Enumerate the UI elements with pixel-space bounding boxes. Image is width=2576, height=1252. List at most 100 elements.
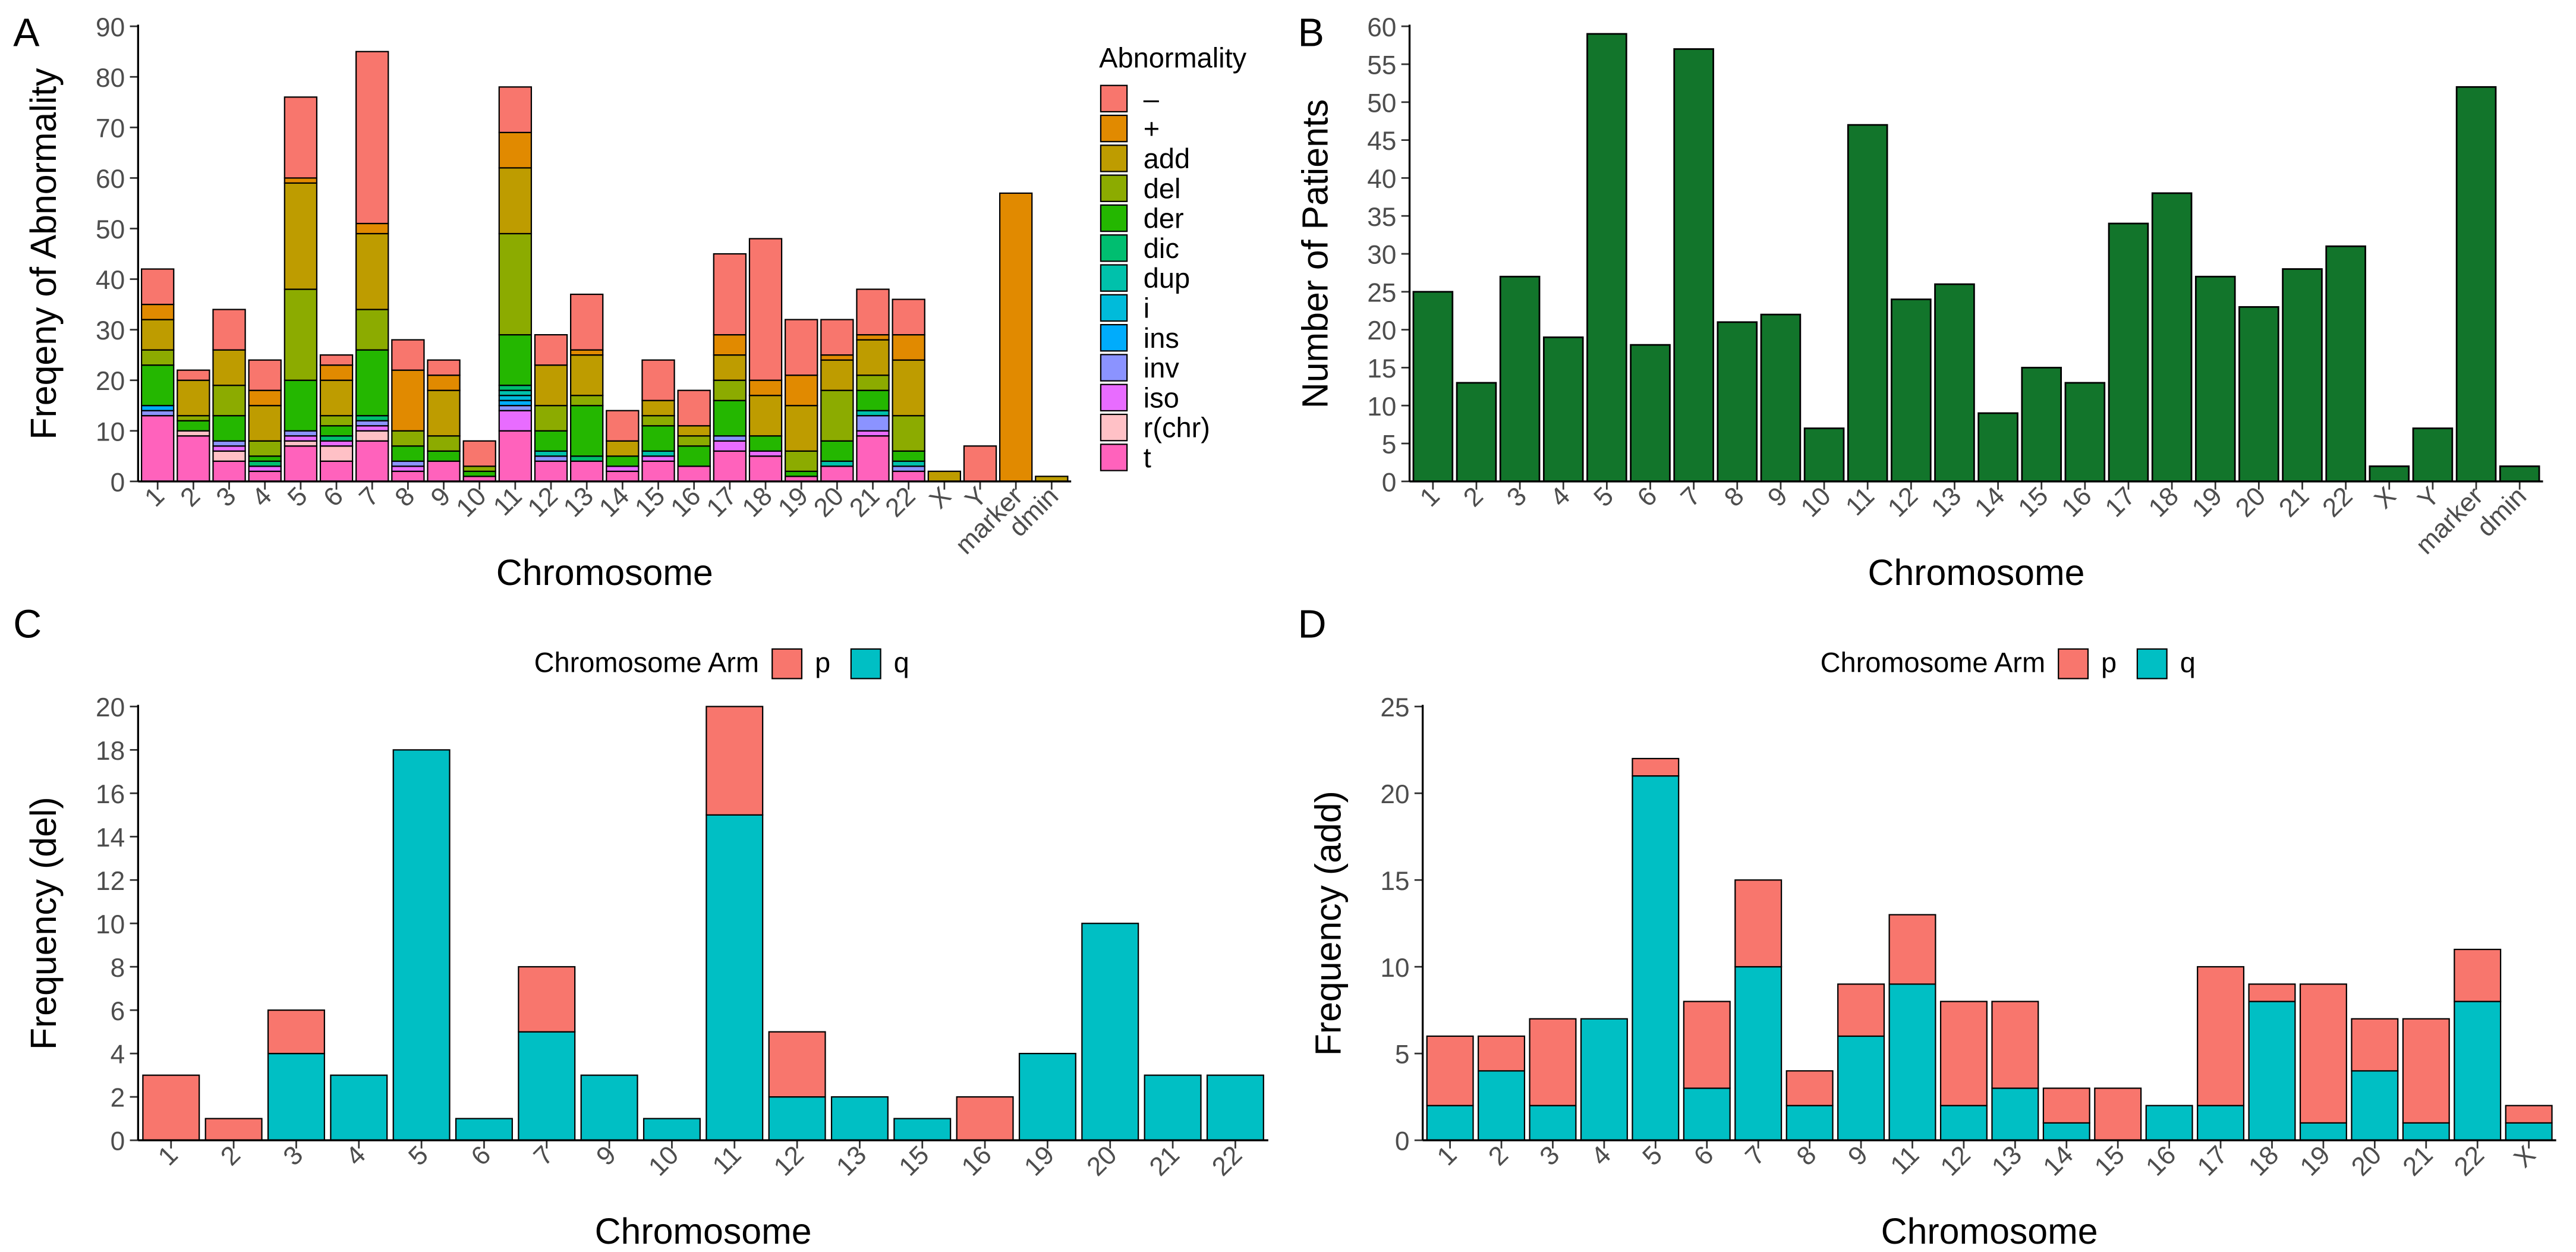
bar-segment (248, 440, 282, 457)
bar-segment (892, 460, 925, 467)
bar (1717, 321, 1758, 483)
y-tick-label: 2 (111, 1084, 125, 1113)
panel-label: C (13, 602, 42, 646)
legend-label: r(chr) (1144, 412, 1210, 443)
bar-segment (141, 415, 175, 482)
bar-segment (892, 298, 925, 336)
x-tick-label: 13 (831, 1140, 872, 1181)
bar-segment (2094, 1087, 2142, 1141)
bar-segment (427, 389, 461, 437)
x-tick-label: 20 (2346, 1140, 2387, 1181)
bar-segment (141, 268, 175, 306)
y-tick-label: 80 (96, 64, 125, 93)
bar-segment (212, 309, 246, 351)
y-tick-label: 15 (1367, 354, 1396, 383)
bar-segment (748, 379, 783, 397)
y-tick-label: 25 (1367, 278, 1396, 307)
x-tick-label: 21 (844, 482, 885, 523)
y-tick-label: 0 (111, 1127, 125, 1156)
bar-segment (534, 405, 568, 432)
legend-label: q (2180, 646, 2196, 678)
bar-segment (534, 430, 568, 452)
bar-segment (2197, 966, 2245, 1106)
x-tick-label: dmin (2471, 482, 2532, 542)
bar-segment (580, 1074, 638, 1141)
bar-segment (768, 1031, 826, 1098)
panel-label: A (13, 11, 40, 55)
x-tick-label: 7 (528, 1140, 559, 1171)
bar-segment (212, 460, 246, 482)
x-tick-label: 1 (1415, 482, 1446, 512)
x-tick-label: 12 (1882, 482, 1923, 523)
bar-segment (677, 389, 711, 427)
x-tick-label: 16 (956, 1140, 997, 1181)
bar-segment (1734, 966, 1783, 1141)
x-tick-label: 10 (1796, 482, 1837, 523)
legend-swatch (1100, 443, 1128, 471)
x-tick-label: 4 (1586, 1140, 1617, 1171)
bar-segment (713, 334, 747, 356)
bar-segment (284, 182, 318, 290)
bar-segment (641, 359, 675, 401)
x-tick-label: 17 (701, 482, 742, 523)
bar-segment (2351, 1018, 2399, 1072)
bar (2021, 367, 2062, 483)
bar-segment (892, 359, 925, 417)
x-tick-label: 6 (1632, 482, 1662, 512)
bar-segment (355, 420, 389, 427)
x-tick-label: X (2369, 482, 2402, 515)
bar-segment (284, 288, 318, 381)
bar-segment (204, 1118, 263, 1141)
x-tick-label: 21 (2397, 1140, 2438, 1181)
bar-segment (713, 253, 747, 336)
bar-segment (2402, 1122, 2450, 1141)
bar-segment (606, 440, 640, 457)
bar-segment (1837, 1035, 1885, 1141)
bar-segment (1939, 1105, 1988, 1141)
y-tick-label: 20 (1380, 780, 1409, 809)
legend-swatch (1100, 114, 1128, 143)
bar-segment (141, 364, 175, 407)
y-axis-title: Frequency (del) (23, 797, 64, 1050)
bar-segment (570, 395, 604, 407)
bar (2325, 245, 2366, 483)
x-tick-label: 6 (465, 1140, 496, 1171)
bar-segment (355, 425, 389, 432)
y-tick-label: 10 (1380, 954, 1409, 983)
bar-segment (748, 435, 783, 452)
x-tick-label: 17 (2192, 1140, 2233, 1181)
bar-segment (248, 460, 282, 467)
bar-segment (1478, 1070, 1526, 1141)
bar-segment (212, 415, 246, 442)
x-tick-label: 12 (1935, 1140, 1976, 1181)
bar-segment (1683, 1001, 1731, 1089)
bar-segment (212, 385, 246, 417)
bar-segment (355, 51, 389, 225)
x-tick-label: 22 (1207, 1140, 1248, 1181)
bar-segment (427, 435, 461, 452)
bar-segment (768, 1096, 826, 1141)
bar-segment (856, 339, 890, 376)
x-tick-label: 18 (2143, 482, 2184, 523)
bar-segment (177, 430, 210, 437)
bar-segment (319, 354, 354, 366)
x-tick-label: 11 (707, 1140, 747, 1180)
bar-segment (212, 349, 246, 386)
bar (2369, 465, 2410, 483)
y-axis-title: Freqeny of Abnormality (23, 68, 64, 440)
bar-segment (892, 415, 925, 452)
bar-segment (391, 465, 425, 472)
bar-segment (248, 465, 282, 472)
y-axis-title: Frequency (add) (1308, 791, 1348, 1056)
bar-segment (784, 470, 818, 477)
bar-segment (455, 1118, 513, 1141)
y-tick-label: 30 (1367, 241, 1396, 270)
legend-swatch (1100, 264, 1128, 292)
bar-segment (748, 238, 783, 381)
bar-segment (2042, 1087, 2090, 1124)
bar-segment (534, 364, 568, 407)
bar-segment (820, 465, 854, 482)
x-tick-label: 15 (629, 482, 670, 523)
bar-segment (570, 455, 604, 462)
